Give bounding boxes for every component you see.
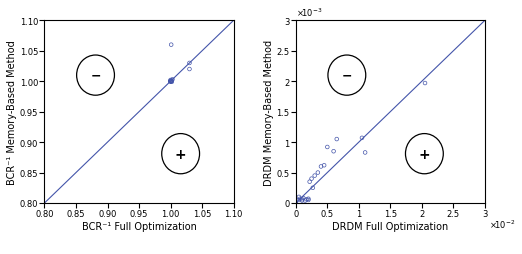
- X-axis label: DRDM Full Optimization: DRDM Full Optimization: [332, 221, 448, 231]
- Point: [168, 79, 176, 83]
- Point: [299, 196, 307, 200]
- Point: [167, 80, 175, 84]
- Point: [292, 201, 300, 205]
- Point: [168, 78, 176, 82]
- Point: [317, 165, 325, 169]
- Point: [167, 79, 175, 83]
- Point: [167, 80, 175, 84]
- Point: [298, 198, 306, 202]
- Point: [301, 199, 310, 203]
- Point: [295, 195, 303, 199]
- Point: [320, 164, 328, 168]
- Point: [314, 171, 322, 175]
- Point: [323, 145, 331, 149]
- Point: [421, 82, 429, 86]
- Point: [329, 150, 338, 154]
- Point: [167, 43, 175, 47]
- Point: [167, 80, 175, 84]
- Point: [292, 201, 300, 205]
- Point: [296, 197, 304, 201]
- Point: [298, 199, 306, 203]
- Point: [358, 136, 366, 140]
- Point: [304, 197, 313, 201]
- Point: [292, 201, 300, 205]
- Y-axis label: BCR⁻¹ Memory-Based Method: BCR⁻¹ Memory-Based Method: [7, 40, 17, 184]
- Y-axis label: DRDM Memory-Based Method: DRDM Memory-Based Method: [264, 39, 274, 185]
- Point: [185, 62, 194, 66]
- Text: −: −: [341, 69, 352, 82]
- Point: [167, 80, 175, 84]
- Text: $\times\!10^{-2}$: $\times\!10^{-2}$: [489, 218, 515, 230]
- Text: −: −: [90, 69, 101, 82]
- Point: [167, 80, 175, 84]
- Point: [302, 198, 311, 202]
- Point: [311, 174, 319, 178]
- Point: [167, 80, 175, 84]
- Point: [295, 198, 303, 202]
- Point: [292, 201, 300, 205]
- X-axis label: BCR⁻¹ Full Optimization: BCR⁻¹ Full Optimization: [81, 221, 196, 231]
- Point: [304, 198, 313, 202]
- Point: [305, 180, 314, 184]
- Point: [292, 201, 300, 205]
- Text: +: +: [175, 147, 186, 161]
- Point: [292, 201, 300, 205]
- Point: [167, 80, 175, 84]
- Point: [309, 186, 317, 190]
- Text: +: +: [419, 147, 430, 161]
- Point: [167, 80, 175, 84]
- Point: [168, 81, 176, 85]
- Point: [333, 137, 341, 141]
- Point: [307, 177, 316, 181]
- Point: [361, 151, 369, 155]
- Point: [185, 68, 194, 72]
- Text: $\times\!10^{-3}$: $\times\!10^{-3}$: [296, 7, 323, 19]
- Point: [167, 79, 175, 83]
